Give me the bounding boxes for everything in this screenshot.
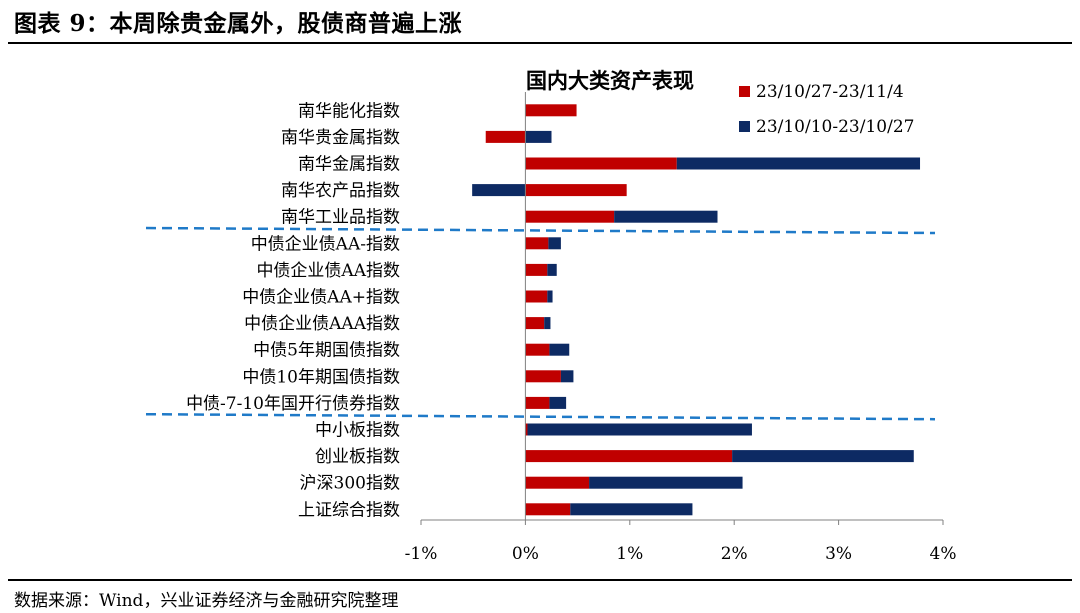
bar-series-1: [525, 290, 548, 303]
category-label: 中债-7-10年国开行债券指数: [186, 394, 400, 414]
bar-series-1: [525, 450, 733, 463]
legend-swatch: [739, 86, 750, 97]
bar-series-1: [525, 343, 550, 356]
category-label: 南华农产品指数: [281, 181, 400, 201]
bar-series-2: [732, 450, 914, 463]
bar-series-1: [525, 237, 549, 250]
category-label: 中债10年期国债指数: [242, 367, 400, 387]
bar-series-2: [547, 263, 557, 276]
category-label: 中债企业债AA-指数: [251, 234, 400, 254]
x-tick-label: 2%: [721, 544, 748, 564]
legend-label: 23/10/27-23/11/4: [756, 82, 904, 102]
bar-series-1: [525, 423, 528, 436]
bar-series-1: [525, 370, 561, 383]
category-label: 中债企业债AA指数: [256, 261, 400, 281]
bar-series-2: [589, 476, 743, 489]
group-divider: [145, 226, 936, 235]
category-label: 南华工业品指数: [281, 208, 400, 228]
category-label: 中小板指数: [315, 421, 400, 441]
bar-series-2: [549, 396, 567, 409]
bars: [472, 104, 921, 516]
group-dividers: [145, 226, 936, 421]
x-tick-label: -1%: [405, 544, 438, 564]
bar-series-2: [527, 423, 752, 436]
x-tick-label: 4%: [930, 544, 957, 564]
category-label: 上证综合指数: [298, 500, 400, 520]
bar-series-1: [525, 396, 550, 409]
top-rule: [8, 42, 1072, 44]
bar-series-2: [549, 343, 570, 356]
source-note: 数据来源：Wind，兴业证券经济与金融研究院整理: [14, 591, 399, 611]
bar-series-1: [485, 130, 526, 143]
bottom-rule: [8, 579, 1072, 581]
category-label: 沪深300指数: [300, 474, 400, 494]
x-tick-label: 3%: [825, 544, 852, 564]
category-labels: 南华能化指数南华贵金属指数南华金属指数南华农产品指数南华工业品指数中债企业债AA…: [186, 101, 400, 520]
category-label: 中债企业债AA+指数: [242, 288, 400, 308]
category-label: 中债企业债AAA指数: [244, 314, 400, 334]
category-label: 创业板指数: [315, 447, 400, 467]
bar-series-2: [570, 503, 693, 516]
bar-series-2: [472, 184, 526, 197]
figure-title: 图表 9：本周除贵金属外，股债商普遍上涨: [14, 10, 463, 37]
bar-series-1: [525, 210, 615, 223]
legend: 23/10/27-23/11/4 23/10/10-23/10/27: [739, 82, 914, 137]
legend-label: 23/10/10-23/10/27: [756, 117, 914, 137]
category-label: 南华能化指数: [298, 101, 400, 121]
bar-series-2: [676, 157, 921, 170]
bar-series-2: [544, 317, 551, 330]
bar-series-2: [560, 370, 574, 383]
x-axis: -1% 0% 1% 2% 3% 4%: [405, 92, 957, 564]
category-label: 南华贵金属指数: [281, 128, 400, 148]
bar-series-1: [525, 317, 545, 330]
x-tick-label: 0%: [512, 544, 539, 564]
bar-series-2: [548, 237, 561, 250]
x-tick-label: 1%: [616, 544, 643, 564]
bar-series-1: [525, 184, 627, 197]
category-label: 南华金属指数: [298, 155, 400, 175]
category-label: 中债5年期国债指数: [253, 341, 400, 361]
bar-series-1: [525, 263, 548, 276]
bar-series-1: [525, 476, 590, 489]
bar-series-1: [525, 104, 577, 117]
bar-series-1: [525, 503, 571, 516]
group-divider: [145, 412, 936, 421]
bar-series-2: [614, 210, 718, 223]
chart-title: 国内大类资产表现: [526, 68, 694, 93]
bar-series-2: [525, 130, 552, 143]
bar-series-1: [525, 157, 677, 170]
legend-swatch: [739, 121, 750, 132]
bar-series-2: [547, 290, 553, 303]
